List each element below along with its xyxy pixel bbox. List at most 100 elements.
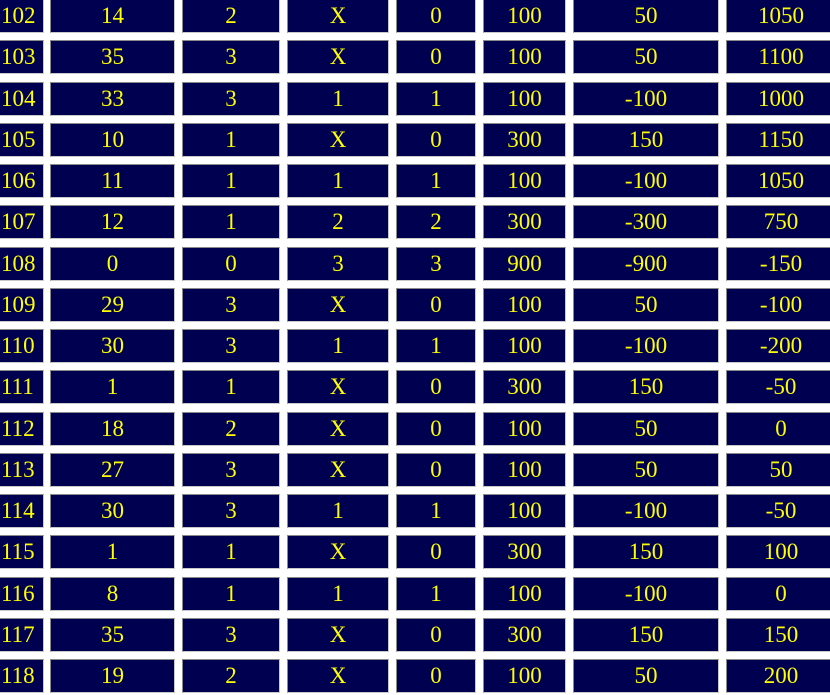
table-cell: 0 — [396, 287, 476, 322]
table-cell: 50 — [573, 659, 719, 693]
table-cell: 300 — [483, 205, 566, 240]
table-cell: 33 — [50, 81, 175, 116]
row-number-cell: 112 — [0, 411, 44, 446]
row-number-cell: 115 — [0, 535, 44, 570]
table-cell: 1 — [182, 122, 280, 157]
table-cell: 150 — [573, 617, 719, 652]
row-number-cell: 111 — [0, 370, 44, 405]
row-number-cell: 117 — [0, 617, 44, 652]
table-cell: 3 — [182, 452, 280, 487]
row-number-cell: 109 — [0, 287, 44, 322]
table-cell: 300 — [483, 370, 566, 405]
table-cell: 0 — [396, 452, 476, 487]
table-cell: X — [287, 370, 389, 405]
table-cell: 100 — [483, 576, 566, 611]
table-cell: -200 — [726, 329, 830, 363]
row-number-cell: 104 — [0, 81, 44, 116]
table-cell: 1 — [287, 494, 389, 528]
row-number-cell: 102 — [0, 0, 44, 33]
table-cell: 1000 — [726, 81, 830, 116]
table-cell: 1 — [287, 81, 389, 116]
table-cell: 0 — [396, 0, 476, 33]
table-cell: 100 — [483, 411, 566, 446]
table-cell: 1 — [287, 329, 389, 363]
table-cell: 3 — [287, 246, 389, 281]
table-cell: 12 — [50, 205, 175, 240]
table-cell: 2 — [396, 205, 476, 240]
table-cell: -300 — [573, 205, 719, 240]
table-cell: 50 — [573, 0, 719, 33]
table-cell: 1 — [287, 576, 389, 611]
table-cell: 0 — [396, 617, 476, 652]
row-number-cell: 110 — [0, 329, 44, 363]
table-cell: 0 — [396, 535, 476, 570]
table-cell: 0 — [182, 246, 280, 281]
table-cell: 1 — [396, 494, 476, 528]
row-number-cell: 107 — [0, 205, 44, 240]
table-cell: 300 — [483, 122, 566, 157]
table-cell: 3 — [182, 329, 280, 363]
table-cell: 150 — [726, 617, 830, 652]
table-cell: 1 — [50, 370, 175, 405]
table-cell: -150 — [726, 246, 830, 281]
table-cell: -100 — [573, 329, 719, 363]
table-cell: 150 — [573, 122, 719, 157]
table-cell: 19 — [50, 659, 175, 693]
table-cell: X — [287, 452, 389, 487]
table-cell: 1150 — [726, 122, 830, 157]
table-cell: 100 — [726, 535, 830, 570]
table-cell: 0 — [726, 411, 830, 446]
table-cell: -50 — [726, 370, 830, 405]
table-cell: 0 — [396, 659, 476, 693]
table-cell: 0 — [396, 370, 476, 405]
table-cell: 0 — [50, 246, 175, 281]
table-cell: 50 — [573, 40, 719, 75]
table-cell: 18 — [50, 411, 175, 446]
table-cell: 100 — [483, 494, 566, 528]
table-cell: 100 — [483, 287, 566, 322]
table-cell: -50 — [726, 494, 830, 528]
table-cell: 2 — [182, 0, 280, 33]
table-cell: 1 — [396, 81, 476, 116]
table-cell: 100 — [483, 164, 566, 198]
table-cell: 0 — [726, 576, 830, 611]
table-cell: 8 — [50, 576, 175, 611]
row-number-cell: 114 — [0, 494, 44, 528]
table-cell: 100 — [483, 329, 566, 363]
table-cell: 35 — [50, 40, 175, 75]
table-cell: 300 — [483, 617, 566, 652]
table-cell: 14 — [50, 0, 175, 33]
table-cell: 11 — [50, 164, 175, 198]
table-cell: X — [287, 0, 389, 33]
table-cell: 30 — [50, 329, 175, 363]
table-cell: -100 — [726, 287, 830, 322]
table-cell: 3 — [182, 81, 280, 116]
table-cell: 1 — [182, 576, 280, 611]
table-cell: 100 — [483, 0, 566, 33]
table-cell: X — [287, 287, 389, 322]
table-cell: 50 — [573, 411, 719, 446]
table-cell: X — [287, 659, 389, 693]
table-cell: 50 — [726, 452, 830, 487]
table-cell: -100 — [573, 81, 719, 116]
table-cell: -900 — [573, 246, 719, 281]
table-cell: X — [287, 40, 389, 75]
row-number-cell: 106 — [0, 164, 44, 198]
table-cell: 3 — [182, 40, 280, 75]
table-cell: 3 — [182, 494, 280, 528]
row-number-cell: 113 — [0, 452, 44, 487]
table-cell: 1100 — [726, 40, 830, 75]
table-cell: 2 — [287, 205, 389, 240]
table-cell: 1 — [182, 205, 280, 240]
table-cell: 100 — [483, 81, 566, 116]
table-cell: 0 — [396, 40, 476, 75]
table-cell: 3 — [182, 617, 280, 652]
row-number-cell: 116 — [0, 576, 44, 611]
table-cell: 30 — [50, 494, 175, 528]
table-cell: 1 — [396, 164, 476, 198]
table-cell: 750 — [726, 205, 830, 240]
table-cell: 150 — [573, 535, 719, 570]
table-cell: 50 — [573, 452, 719, 487]
table-cell: 100 — [483, 452, 566, 487]
